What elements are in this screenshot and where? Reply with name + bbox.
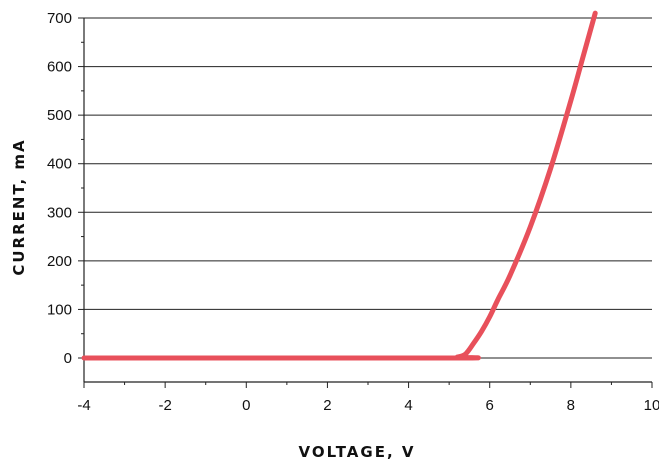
y-tick-label-700: 700 [47, 10, 72, 27]
x-axis-ticks: -4 -2 0 2 4 6 8 10 [77, 382, 659, 414]
y-tick-label-100: 100 [47, 301, 72, 318]
axes [83, 18, 652, 383]
gridlines [84, 17, 652, 310]
y-tick-label-400: 400 [47, 156, 72, 173]
y-tick-label-200: 200 [47, 253, 72, 270]
y-axis-ticks: 0 100 200 300 400 500 600 700 [47, 10, 84, 367]
x-tick-label-6: 6 [486, 397, 494, 414]
x-tick-label-4: 4 [404, 397, 412, 414]
y-axis-title: CURRENT, mA [10, 138, 28, 275]
y-tick-label-600: 600 [47, 59, 72, 76]
y-tick-label-0: 0 [64, 350, 72, 367]
x-tick-label-2: 2 [323, 397, 331, 414]
series-layer [81, 10, 598, 361]
x-tick-label--2: -2 [158, 397, 171, 414]
series-line-0 [81, 10, 598, 361]
x-axis-title: VOLTAGE, V [299, 443, 416, 460]
x-tick-label--4: -4 [77, 397, 90, 414]
y-tick-label-500: 500 [47, 107, 72, 124]
x-tick-label-0: 0 [242, 397, 250, 414]
y-tick-label-300: 300 [47, 204, 72, 221]
x-tick-label-10: 10 [644, 397, 659, 414]
x-tick-label-8: 8 [567, 397, 575, 414]
